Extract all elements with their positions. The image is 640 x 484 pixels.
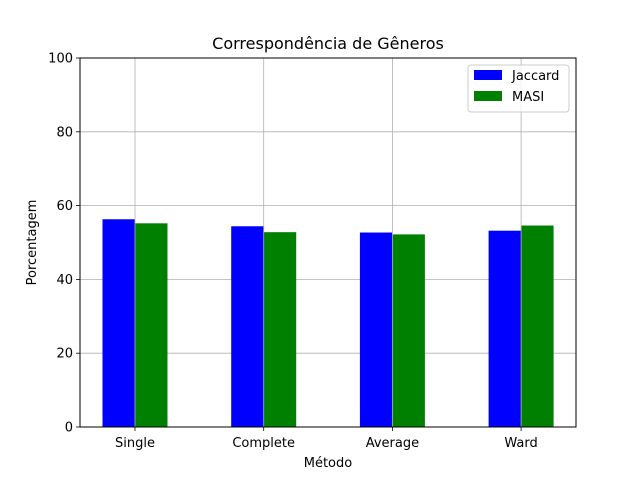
legend-label-jaccard: Jaccard [511,69,559,84]
y-axis-label: Porcentagem [25,200,40,286]
x-tick-label-average: Average [366,436,419,451]
legend-label-masi: MASI [512,90,544,105]
bar-jaccard-single [102,219,135,427]
bar-jaccard-complete [231,226,264,427]
legend-swatch-jaccard [474,70,502,80]
bar-masi-complete [263,232,297,427]
bar-masi-average [392,234,425,427]
y-tick-label-20: 20 [56,347,73,362]
x-tick-label-complete: Complete [232,436,295,451]
y-tick-label-40: 40 [56,273,73,288]
bar-masi-ward [521,225,554,427]
y-tick-label-60: 60 [56,199,73,214]
x-tick-label-ward: Ward [504,436,537,451]
ticks: 0 20 40 60 80 100 Single Complete Average Ward [48,52,538,452]
bar-jaccard-ward [488,230,522,427]
y-tick-label-0: 0 [65,421,73,436]
axes [79,57,577,428]
plot-frame [79,57,577,428]
y-tick-label-80: 80 [56,125,73,140]
legend-swatch-masi [474,91,502,101]
bar-jaccard-average [359,232,393,427]
bar-masi-single [135,223,168,427]
chart-title: Correspondência de Gêneros [212,34,444,53]
x-axis-label: Método [304,456,353,471]
x-tick-label-single: Single [115,436,155,451]
bars [102,58,554,427]
y-tick-label-100: 100 [48,52,73,67]
legend: Jaccard MASI [467,64,570,113]
